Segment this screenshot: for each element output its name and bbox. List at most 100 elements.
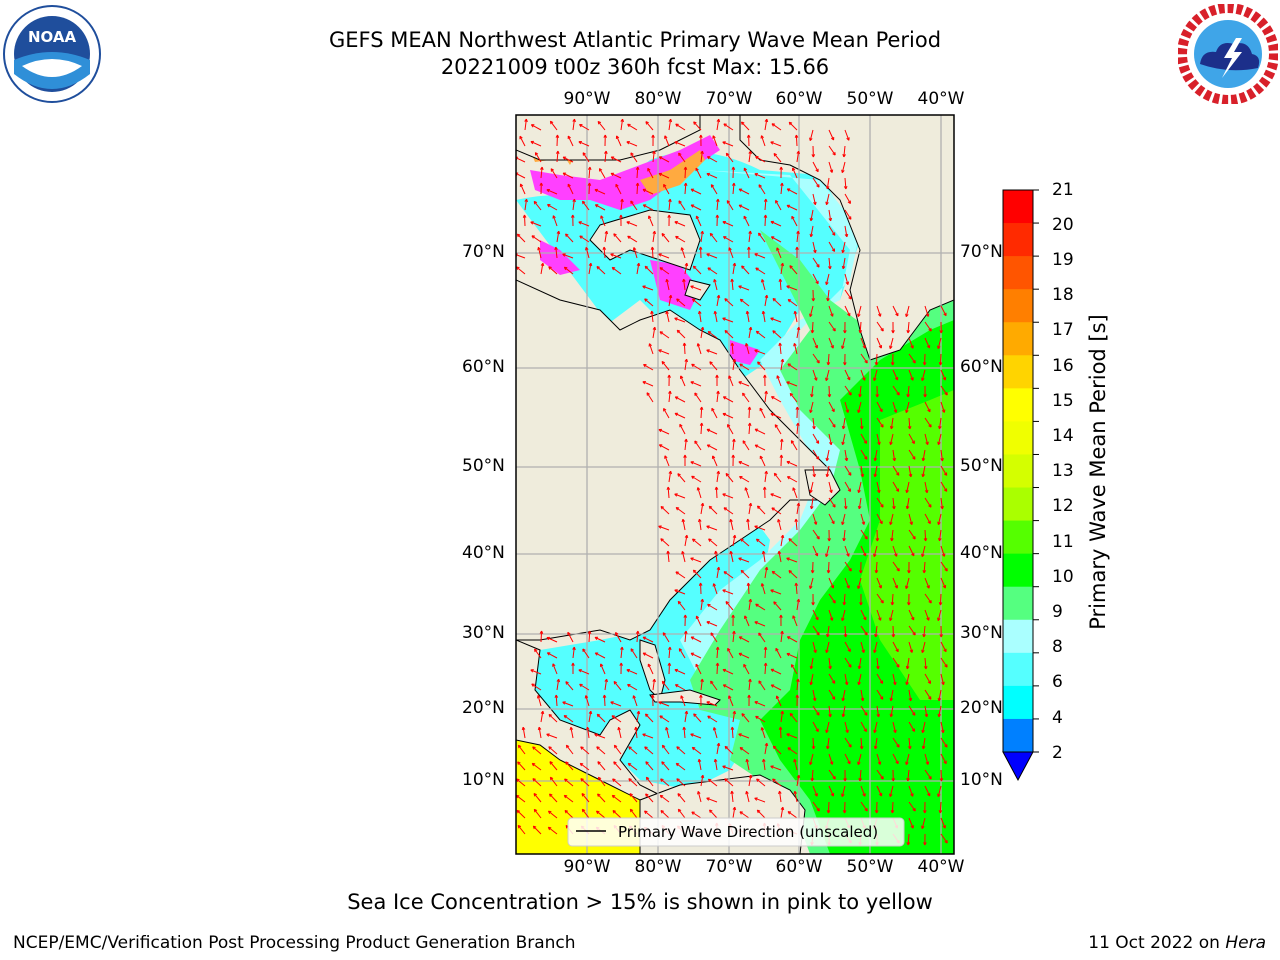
wave-arrow: [796, 599, 800, 611]
wave-arrowhead: [581, 793, 585, 797]
wave-arrowhead: [682, 726, 686, 731]
wave-arrowhead: [706, 349, 710, 353]
wave-arrowhead: [848, 567, 852, 572]
wave-arrow: [796, 327, 800, 339]
wave-arrow: [776, 375, 782, 387]
wave-arrow: [811, 385, 814, 397]
wave-arrow: [731, 791, 734, 803]
wave-arrowhead: [843, 505, 848, 510]
colorbar-tick-label: 10: [1052, 567, 1074, 587]
wave-arrowhead: [831, 696, 836, 700]
wave-arrow: [660, 810, 670, 819]
wave-arrowhead: [860, 473, 865, 478]
wave-arrowhead: [912, 712, 916, 716]
wave-arrow: [906, 657, 910, 669]
wave-arrow: [764, 471, 768, 483]
wave-arrowhead: [644, 298, 648, 302]
colorbar-tick-label: 18: [1052, 285, 1074, 305]
wave-arrow: [828, 337, 834, 349]
wave-arrow: [710, 184, 718, 195]
wave-arrowhead: [780, 630, 784, 635]
wave-arrowhead: [937, 793, 941, 797]
wave-arrowhead: [707, 603, 711, 608]
wave-arrow: [537, 247, 542, 259]
wave-arrow: [771, 507, 782, 515]
wave-arrowhead: [786, 460, 790, 465]
wave-arrowhead: [630, 648, 634, 652]
wave-arrowhead: [812, 473, 816, 478]
colorbar-tick-label: 15: [1052, 391, 1074, 411]
wave-arrow: [697, 343, 702, 355]
wave-arrow: [727, 424, 734, 435]
colorbar-segment: [1003, 256, 1033, 290]
wave-arrowhead: [843, 185, 848, 190]
wave-arrowhead: [944, 664, 948, 668]
wave-arrowhead: [879, 696, 884, 700]
wave-arrowhead: [844, 681, 849, 686]
wave-arrowhead: [617, 726, 621, 731]
wave-arrowhead: [830, 313, 834, 317]
wave-arrow: [596, 746, 606, 755]
wave-arrowhead: [843, 634, 848, 638]
wave-arrow: [724, 298, 734, 307]
wave-arrow: [739, 363, 750, 371]
wave-arrow: [742, 392, 750, 403]
wave-arrowhead: [540, 262, 545, 267]
wave-arrow: [604, 231, 608, 243]
wave-arrowhead: [675, 571, 679, 575]
wave-arrowhead: [565, 681, 569, 685]
wave-arrow: [873, 641, 878, 653]
wave-arrowhead: [549, 776, 554, 781]
wave-arrowhead: [857, 505, 862, 510]
wave-arrowhead: [642, 285, 646, 289]
wave-arrowhead: [652, 230, 657, 235]
wave-arrowhead: [789, 265, 793, 269]
wave-arrow: [876, 337, 882, 349]
wave-arrow: [567, 632, 574, 643]
wave-arrowhead: [842, 153, 846, 158]
wave-arrow: [516, 266, 526, 275]
lon-label-bottom: 70°W: [705, 857, 753, 877]
wave-arrowhead: [891, 778, 896, 782]
wave-arrowhead: [712, 583, 717, 587]
wave-arrow: [770, 141, 782, 147]
wave-arrow: [533, 201, 542, 211]
wave-arrowhead: [775, 647, 779, 652]
wave-arrow: [924, 513, 931, 524]
wave-arrow: [828, 433, 832, 445]
wave-arrow: [924, 481, 928, 493]
wave-arrowhead: [826, 570, 831, 574]
wave-arrowhead: [662, 632, 667, 636]
lat-label-left: 50°N: [462, 456, 505, 476]
wave-arrowhead: [813, 249, 817, 254]
wave-arrow: [644, 265, 654, 275]
wave-arrow: [859, 385, 862, 397]
wave-arrowhead: [776, 375, 780, 379]
wave-arrow: [695, 167, 702, 179]
wave-arrowhead: [895, 760, 899, 765]
wave-arrowhead: [763, 646, 768, 650]
wave-arrow: [828, 209, 832, 221]
wave-arrow: [905, 577, 910, 589]
wave-arrow: [756, 330, 766, 339]
wave-arrowhead: [938, 537, 942, 542]
wave-arrow: [675, 762, 686, 771]
wave-arrowhead: [921, 457, 926, 462]
wave-arrow: [787, 747, 798, 755]
wave-arrow: [907, 385, 910, 397]
wave-arrowhead: [786, 636, 791, 640]
wave-arrow: [844, 385, 852, 396]
wave-arrowhead: [661, 744, 666, 749]
wave-arrowhead: [846, 585, 850, 589]
wave-arrowhead: [626, 141, 630, 145]
wave-arrowhead: [745, 790, 749, 795]
wave-arrow: [924, 593, 932, 604]
wave-arrowhead: [864, 536, 868, 540]
wave-arrowhead: [565, 744, 570, 749]
lon-label-top: 40°W: [917, 89, 965, 109]
wave-arrow: [743, 167, 750, 179]
wave-arrow: [892, 561, 900, 572]
wave-arrowhead: [699, 134, 703, 138]
wave-arrow: [922, 737, 926, 749]
wave-arrowhead: [748, 678, 752, 683]
